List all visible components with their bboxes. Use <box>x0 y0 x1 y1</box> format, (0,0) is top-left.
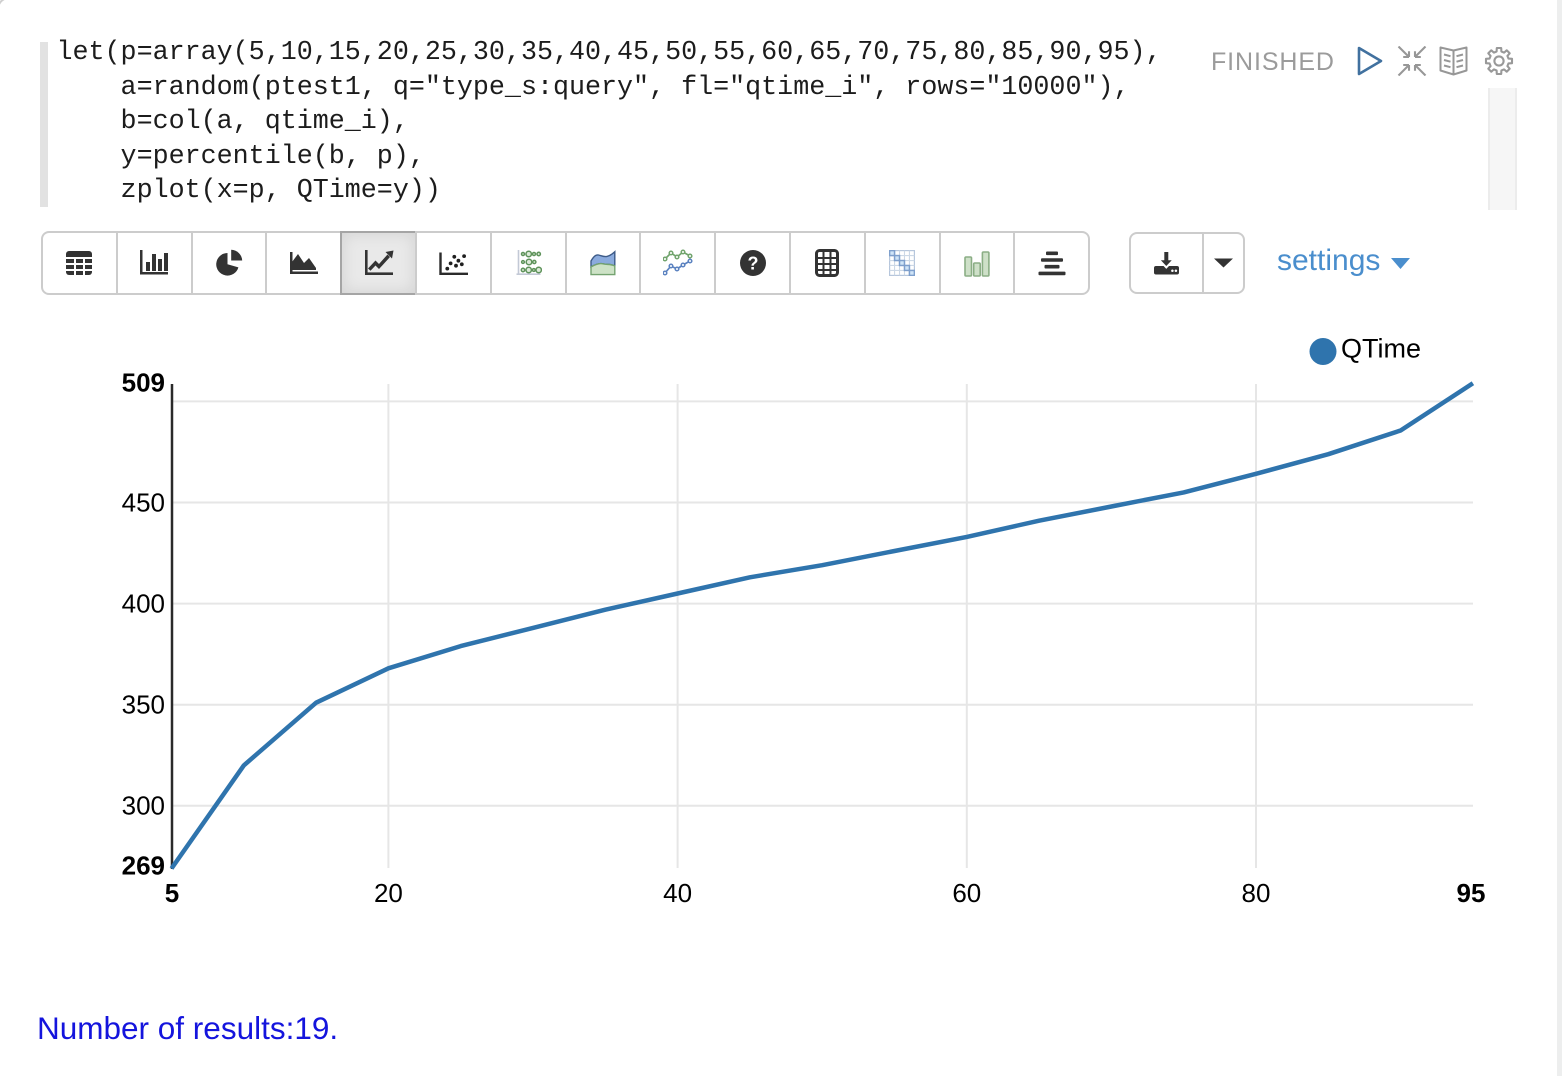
svg-text:80: 80 <box>1242 878 1271 908</box>
svg-text:60: 60 <box>952 878 981 908</box>
svg-text:509: 509 <box>122 368 165 398</box>
svg-text:5: 5 <box>165 878 179 908</box>
svg-text:350: 350 <box>122 690 165 720</box>
svg-text:300: 300 <box>122 791 165 821</box>
svg-text:40: 40 <box>663 878 692 908</box>
svg-text:95: 95 <box>1457 878 1486 908</box>
svg-text:QTime: QTime <box>1341 334 1421 364</box>
svg-text:?: ? <box>747 254 758 274</box>
svg-text:20: 20 <box>374 878 403 908</box>
svg-text:450: 450 <box>122 488 165 518</box>
svg-text:269: 269 <box>122 851 165 881</box>
svg-text:400: 400 <box>122 589 165 619</box>
